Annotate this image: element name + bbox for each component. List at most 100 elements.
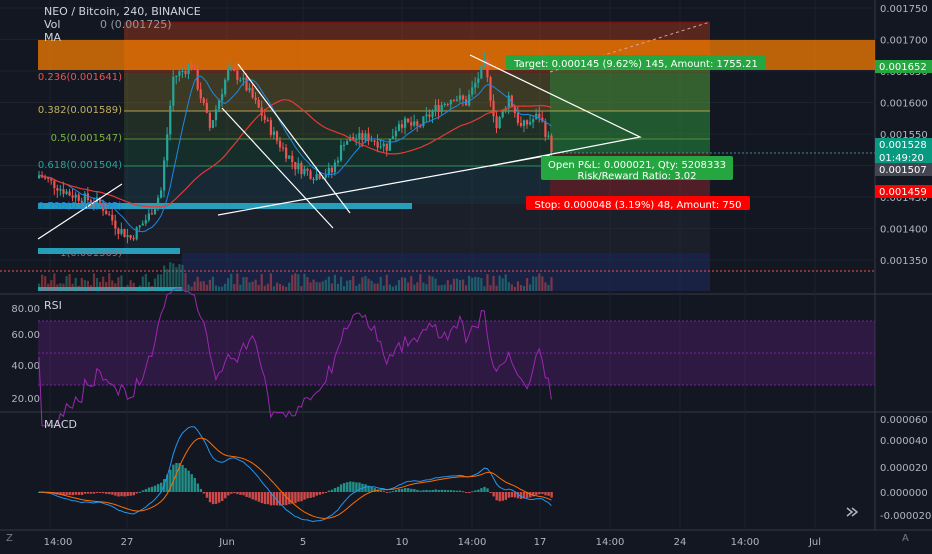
candle-body [53,180,56,189]
volume-bar [419,274,422,291]
candle-body [156,197,160,207]
price-tick-label: 0.001750 [880,4,928,15]
macd-histogram-bar [324,492,328,493]
volume-bar [370,280,373,291]
volume-bar [480,278,483,291]
macd-histogram-bar [495,492,498,501]
volume-bar [41,274,44,291]
volume-bar [404,277,407,291]
support-bar [38,203,412,209]
volume-bar [306,277,309,291]
stop-label: Stop: 0.000048 (3.19%) 48, Amount: 750 [535,200,742,211]
macd-histogram-bar [379,490,382,492]
volume-bar [175,267,178,291]
candle-body [376,141,379,148]
volume-bar [410,276,413,291]
candle-body [160,190,163,198]
macd-histogram-bar [516,492,520,499]
macd-histogram-bar [367,485,370,492]
volume-bar [269,273,272,291]
volume-bar [236,273,239,291]
candle-body [248,87,251,91]
fib-zone [124,204,710,253]
macd-histogram-bar [303,492,306,500]
macd-histogram-bar [95,492,99,493]
macd-histogram-bar [376,489,379,492]
volume-bar [62,283,65,291]
macd-histogram-bar [233,492,236,494]
volume-bar [346,280,349,291]
time-tick-label: Jul [808,537,821,548]
candle-body [333,162,337,173]
volume-bar [147,281,150,291]
macd-histogram-bar [391,490,395,492]
price-tick-label: 0.001550 [880,130,928,141]
ma-label[interactable]: MA [44,31,62,44]
candle-body [486,59,489,78]
volume-bar [38,283,41,291]
candle-body [123,229,126,237]
price-badge: 0.001528 [879,140,927,151]
candle-body [196,69,199,90]
candle-body [407,118,410,123]
macd-histogram-bar [236,492,239,495]
volume-bar [285,286,288,291]
price-tick-label: 0.001400 [880,225,928,236]
double-arrow-icon-part [846,507,854,517]
price-tick-label: 0.001600 [880,99,928,110]
volume-bar [425,284,428,291]
candle-body [282,147,285,149]
signal-line [38,437,552,519]
macd-tick-label: 0.000000 [880,488,928,499]
macd-histogram-bar [522,492,526,499]
candle-body [260,107,263,116]
macd-histogram-bar [251,492,254,500]
volume-bar [382,285,385,291]
candle-body [303,168,306,175]
volume-bar [339,276,343,291]
volume-bar [544,282,547,291]
macd-histogram-bar [193,477,196,492]
volume-bar [190,286,193,291]
macd-histogram-bar [278,492,282,506]
macd-histogram-bar [397,488,401,492]
volume-bar [74,277,77,291]
volume-bar [288,282,291,291]
volume-bar [65,276,68,291]
candle-body [312,178,315,180]
candle-body [468,94,471,106]
macd-tick-label: 0.000040 [880,436,928,447]
macd-histogram-bar [330,489,334,492]
macd-histogram-bar [300,492,303,502]
volume-bar [129,280,132,291]
macd-histogram-bar [477,489,480,492]
macd-histogram-bar [99,492,102,493]
double-arrow-icon[interactable] [846,507,859,517]
volume-bar [318,282,321,291]
macd-histogram-bar [425,489,428,492]
macd-histogram-bar [230,492,233,494]
volume-label[interactable]: Vol [44,18,61,31]
macd-histogram-bar [468,492,471,493]
volume-bar [510,284,513,291]
candle-body [193,68,196,70]
macd-histogram-bar [126,492,129,497]
candle-body [373,140,376,142]
candle-body [80,200,83,203]
macd-histogram-bar [108,492,111,495]
volume-bar [221,286,224,291]
rsi-label[interactable]: RSI [44,299,62,312]
symbol-title[interactable]: NEO / Bitcoin, 240, BINANCE [44,5,201,18]
candle-body [178,71,181,76]
candle-body [181,70,184,72]
double-arrow-icon-part [851,507,859,517]
volume-bar [455,278,459,291]
candle-body [266,119,269,121]
volume-bar [89,285,93,291]
candle-body [385,143,388,151]
macd-label[interactable]: MACD [44,418,77,431]
volume-bar [233,284,236,291]
macd-histogram-bar [321,492,325,494]
